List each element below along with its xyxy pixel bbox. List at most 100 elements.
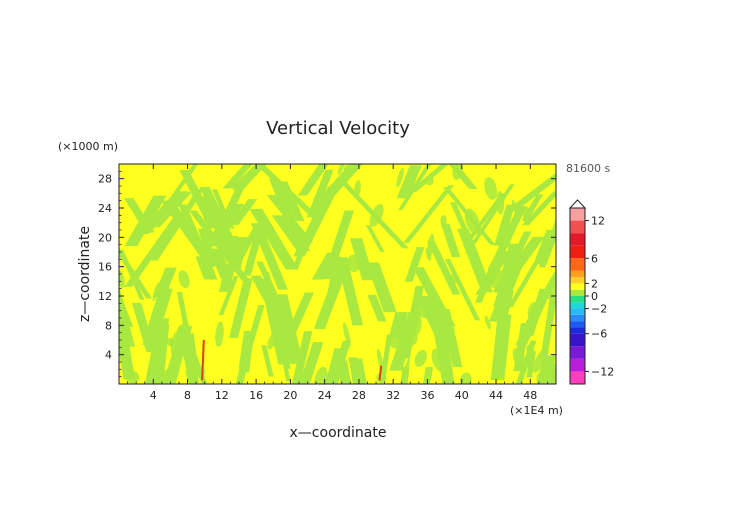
colorbar-level xyxy=(570,358,585,372)
field-blob xyxy=(326,369,333,384)
field-band xyxy=(291,224,316,270)
field-band xyxy=(367,294,387,322)
colorbar-level xyxy=(570,289,585,296)
field-blob xyxy=(477,261,486,287)
field-band xyxy=(507,262,539,308)
colorbar-label: 12 xyxy=(591,215,605,228)
chart-title: Vertical Velocity xyxy=(266,118,410,139)
field-band xyxy=(398,164,432,210)
field-blob xyxy=(448,274,458,285)
field-blob xyxy=(431,348,445,372)
field-blob xyxy=(511,199,519,217)
field-blob xyxy=(416,295,430,319)
field-blob xyxy=(178,270,190,289)
field-band xyxy=(250,223,288,290)
velocity-feature xyxy=(378,365,383,381)
field-band xyxy=(229,224,263,272)
field-blob xyxy=(354,180,361,198)
field-blob xyxy=(532,348,547,373)
colorbar-label: 6 xyxy=(591,252,598,265)
y-unit-label: (×1000 m) xyxy=(58,140,118,153)
field-band xyxy=(226,237,248,271)
x-tick-label: 8 xyxy=(184,389,191,402)
field-band xyxy=(403,185,455,243)
field-band xyxy=(490,314,512,380)
colorbar-level xyxy=(570,371,585,384)
field-blob xyxy=(452,164,463,180)
colorbar-label: −2 xyxy=(591,303,607,316)
field-band xyxy=(306,169,334,218)
field-band xyxy=(150,188,205,261)
colorbar-label: 0 xyxy=(591,290,598,303)
field-blob xyxy=(488,262,498,274)
x-tick-label: 28 xyxy=(352,389,366,402)
field-band xyxy=(412,267,456,327)
field-blob xyxy=(440,215,447,227)
colorbar-level xyxy=(570,346,585,359)
field-band xyxy=(526,351,537,378)
colorbar-level xyxy=(570,296,585,303)
colorbar-label: −12 xyxy=(591,365,614,378)
field-band xyxy=(178,326,200,383)
field-band xyxy=(184,333,199,370)
field-blob xyxy=(344,165,352,176)
field-band xyxy=(255,164,321,218)
field-blob xyxy=(496,190,505,215)
x-tick-label: 36 xyxy=(420,389,434,402)
field-band xyxy=(222,164,254,189)
field-blob xyxy=(314,366,328,384)
x-tick-label: 32 xyxy=(386,389,400,402)
field-band xyxy=(396,165,422,199)
field-band xyxy=(124,215,183,287)
field-band xyxy=(136,191,188,234)
colorbar-level xyxy=(570,245,585,259)
field-blob xyxy=(459,372,472,384)
field-band xyxy=(404,247,425,282)
field-band xyxy=(203,203,245,247)
field-band xyxy=(153,271,175,297)
plot-area xyxy=(119,164,556,384)
field-blob xyxy=(203,206,215,225)
field-band xyxy=(355,358,367,384)
x-tick-label: 24 xyxy=(318,389,332,402)
colorbar-level xyxy=(570,327,585,334)
field-band xyxy=(150,324,170,384)
x-unit-label: (×1E4 m) xyxy=(510,404,563,417)
y-tick-label: 4 xyxy=(105,349,112,362)
field-blob xyxy=(523,206,532,226)
field-blob xyxy=(267,332,277,350)
velocity-field xyxy=(119,164,556,384)
field-blob xyxy=(536,373,546,384)
field-blob xyxy=(224,227,231,255)
colorbar: 12 6 20−2 −6 −12 xyxy=(568,199,614,385)
field-band xyxy=(197,228,219,267)
field-band xyxy=(195,256,218,280)
field-band xyxy=(166,369,180,384)
field-blob xyxy=(389,336,404,349)
field-blob xyxy=(342,322,351,348)
field-blob xyxy=(396,167,404,188)
x-axis: 4 8 12 16 20 24 28 32 36 40 44 48 xyxy=(127,164,548,402)
field-band xyxy=(291,331,313,384)
field-blob xyxy=(509,259,523,273)
field-band xyxy=(211,189,228,214)
field-blob xyxy=(484,315,491,330)
field-blob xyxy=(160,369,169,384)
colorbar-arrow xyxy=(568,199,587,209)
x-tick-label: 4 xyxy=(150,389,157,402)
field-blob xyxy=(527,302,540,322)
colorbar-level xyxy=(570,233,585,246)
field-band xyxy=(124,198,155,233)
x-tick-label: 44 xyxy=(489,389,503,402)
field-blob xyxy=(424,175,434,186)
field-blob xyxy=(464,208,481,235)
field-band xyxy=(365,225,385,252)
field-blob xyxy=(145,326,155,344)
colorbar-level xyxy=(570,314,585,322)
field-blob xyxy=(526,345,535,357)
x-tick-label: 16 xyxy=(249,389,263,402)
field-band xyxy=(261,345,274,377)
field-blob xyxy=(176,214,184,223)
field-band xyxy=(540,294,556,357)
